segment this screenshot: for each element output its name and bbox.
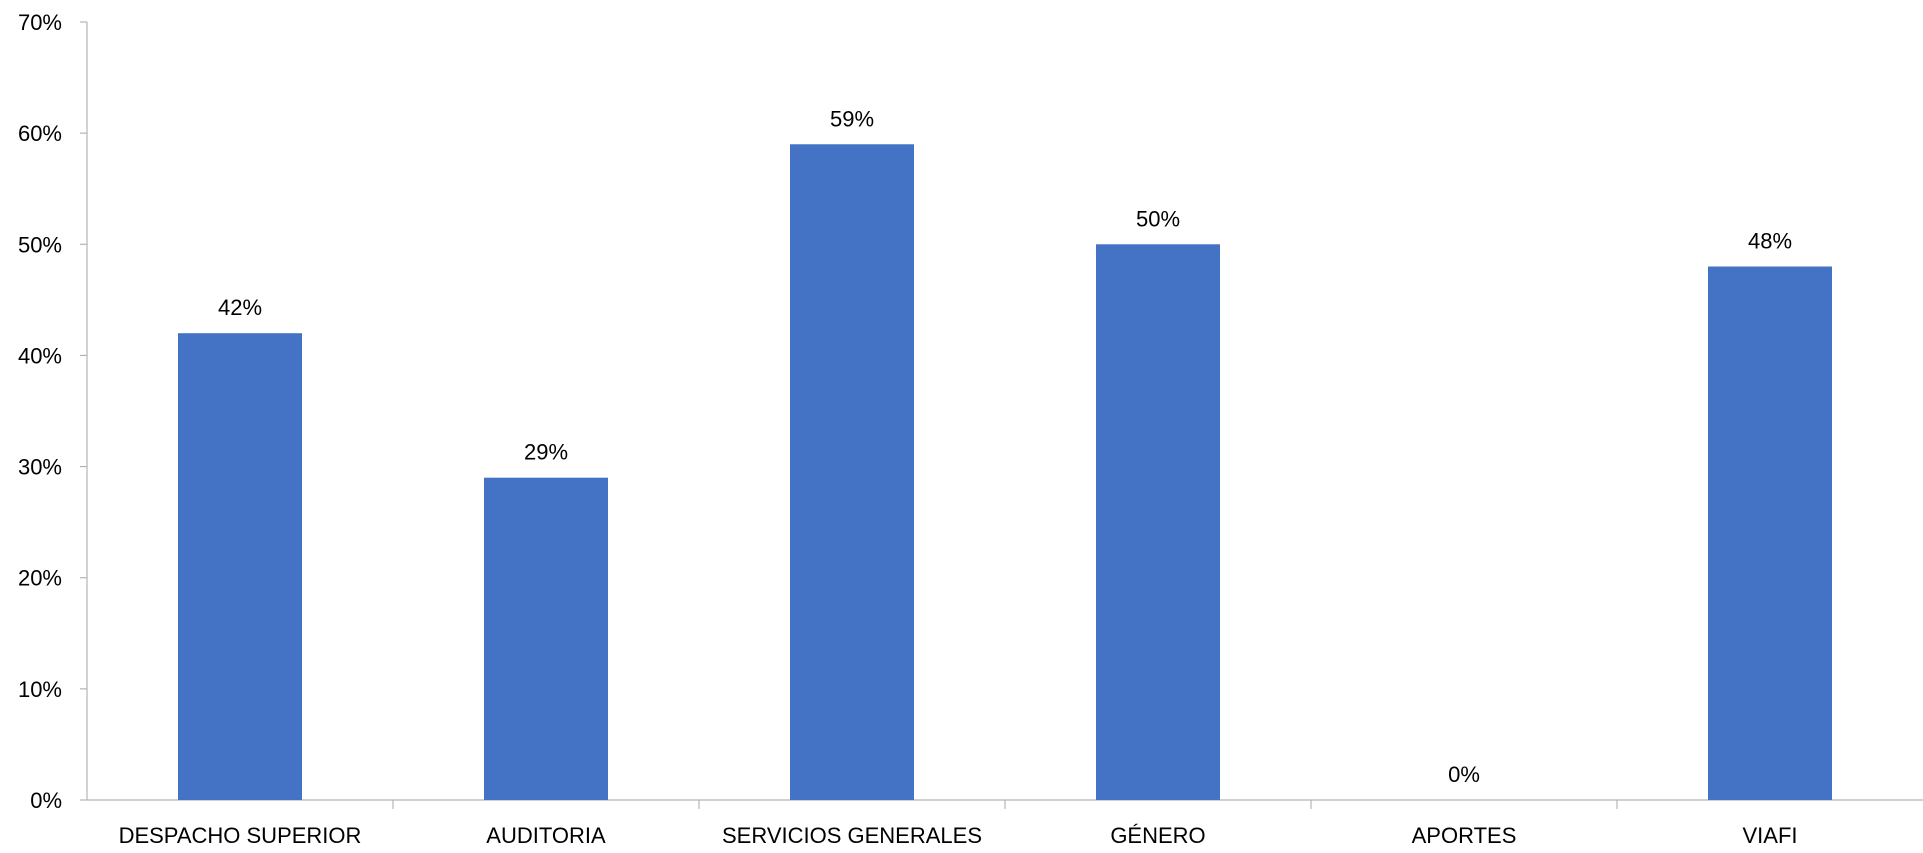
data-label: 0% xyxy=(1448,762,1480,787)
x-tick-label: DESPACHO SUPERIOR xyxy=(119,823,362,848)
x-tick-label: SERVICIOS GENERALES xyxy=(722,823,982,848)
bar xyxy=(178,333,302,800)
data-labels: 42% 29% 59% 50% 0% 48% xyxy=(218,106,1792,787)
bar xyxy=(790,144,914,800)
data-label: 59% xyxy=(830,106,874,131)
bar xyxy=(1708,266,1832,800)
x-tick-label: GÉNERO xyxy=(1110,823,1205,848)
y-tick-label: 10% xyxy=(18,677,62,702)
data-label: 50% xyxy=(1136,206,1180,231)
y-tick-label: 30% xyxy=(18,455,62,480)
x-tick-label: APORTES xyxy=(1412,823,1517,848)
y-tick-label: 50% xyxy=(18,232,62,257)
data-label: 29% xyxy=(524,440,568,465)
bar xyxy=(484,477,608,800)
y-tick-label: 0% xyxy=(30,788,62,813)
y-tick-label: 20% xyxy=(18,566,62,591)
y-tick-label: 60% xyxy=(18,121,62,146)
data-label: 42% xyxy=(218,295,262,320)
y-tick-label: 40% xyxy=(18,343,62,368)
data-label: 48% xyxy=(1748,229,1792,254)
x-tick-label: AUDITORIA xyxy=(486,823,606,848)
x-axis: DESPACHO SUPERIOR AUDITORIA SERVICIOS GENE… xyxy=(87,799,1923,848)
bar-series xyxy=(178,144,1832,801)
x-tick-label: VIAFI xyxy=(1742,823,1797,848)
bar xyxy=(1096,244,1220,801)
y-tick-label: 70% xyxy=(18,10,62,35)
y-axis: 0% 10% 20% 30% 40% 50% 60% 70% xyxy=(18,10,88,813)
